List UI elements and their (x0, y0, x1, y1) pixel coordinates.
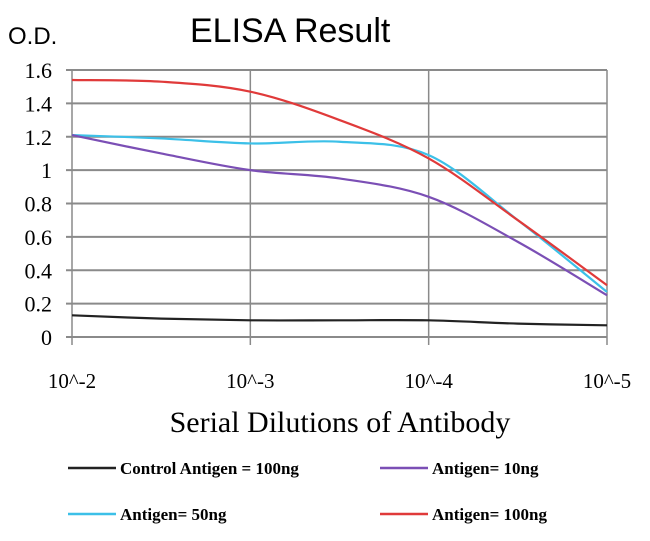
x-tick-label: 10^-4 (404, 369, 453, 393)
y-tick-label: 0.4 (25, 258, 53, 283)
series-line-1 (71, 134, 608, 297)
y-tick-label: 0.6 (25, 225, 53, 250)
y-tick-label: 0 (41, 325, 52, 350)
y-tick-label: 1.2 (25, 125, 53, 150)
legend-label: Antigen= 50ng (120, 505, 227, 524)
y-tick-label: 1.4 (25, 91, 53, 116)
y-tick-label: 0.2 (25, 292, 53, 317)
x-axis-label: Serial Dilutions of Antibody (170, 406, 511, 439)
chart-title: ELISA Result (190, 12, 391, 50)
x-tick-label: 10^-3 (226, 369, 274, 393)
y-tick-label: 1.6 (25, 58, 53, 83)
series-line-2 (71, 133, 608, 293)
y-axis-label: O.D. (8, 23, 57, 50)
series-line-0 (71, 314, 608, 327)
legend-label: Antigen= 10ng (432, 459, 539, 478)
y-tick-label: 0.8 (25, 192, 53, 217)
y-tick-label: 1 (41, 158, 52, 183)
x-tick-label: 10^-2 (48, 369, 96, 393)
series-line-3 (71, 78, 608, 287)
x-tick-label: 10^-5 (583, 369, 631, 393)
legend-label: Control Antigen = 100ng (120, 459, 299, 478)
legend-label: Antigen= 100ng (432, 505, 548, 524)
